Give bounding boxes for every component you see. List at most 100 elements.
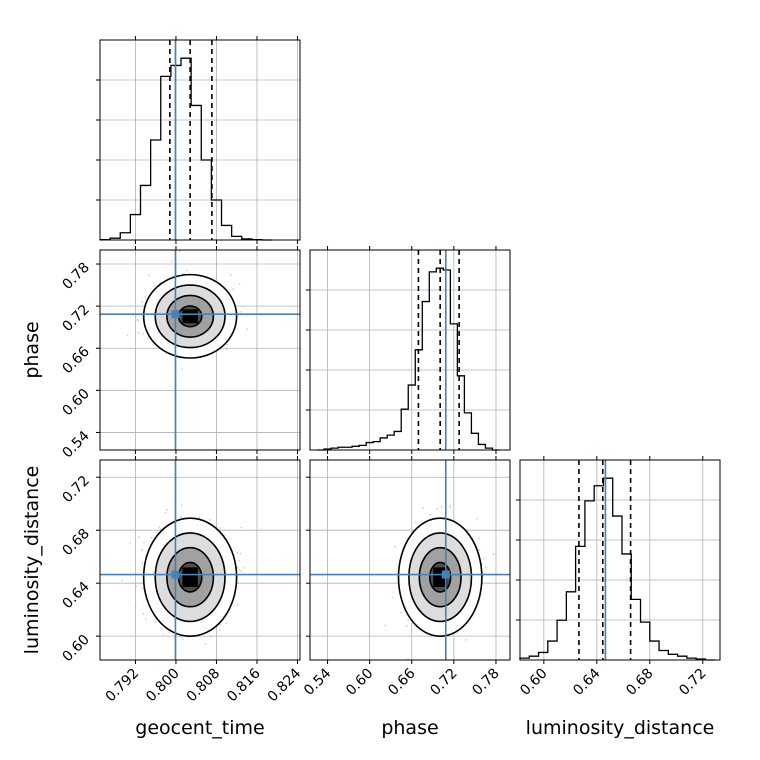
- scatter-point: [219, 623, 222, 626]
- scatter-point: [238, 283, 241, 285]
- panel-geocent_time-vs-luminosity_distance: [96, 456, 300, 664]
- scatter-point: [236, 551, 239, 554]
- scatter-point: [236, 604, 239, 606]
- panel-hist-phase: [306, 246, 510, 454]
- panel-frame-phase: [309, 249, 511, 451]
- xtick-label-luminosity_distance: 0.72: [676, 666, 709, 699]
- xlabel-phase: phase: [381, 717, 438, 739]
- scatter-point: [240, 570, 243, 572]
- scatter-point: [240, 526, 243, 529]
- density-peak: [182, 309, 198, 324]
- scatter-point: [153, 285, 156, 288]
- hist-step-luminosity_distance: [519, 477, 715, 661]
- xlabel-luminosity-distance: luminosity_distance: [526, 717, 715, 739]
- panel-frame-geocent_time: [99, 39, 301, 241]
- scatter-point: [145, 618, 147, 621]
- scatter-point: [181, 638, 184, 641]
- xtick-label-geocent_time: 0.792: [103, 666, 143, 706]
- scatter-point: [238, 569, 241, 571]
- scatter-point: [225, 622, 228, 625]
- scatter-point: [242, 567, 245, 569]
- scatter-point: [179, 516, 182, 519]
- scatter-point: [246, 328, 249, 331]
- scatter-point: [229, 273, 232, 276]
- ytick-label-phase: 0.60: [59, 386, 92, 419]
- contour-line: [142, 273, 238, 359]
- scatter-point: [137, 331, 140, 334]
- scatter-point: [129, 541, 132, 544]
- panel-frame-geocent_time-vs-luminosity_distance: [99, 459, 301, 661]
- xtick-label-geocent_time: 0.800: [143, 666, 183, 706]
- scatter-point: [405, 624, 408, 627]
- panel-geocent_time-vs-phase: [96, 246, 300, 454]
- scatter-point: [148, 274, 151, 276]
- contour-line: [408, 532, 473, 623]
- scatter-point: [422, 507, 424, 509]
- scatter-point: [440, 505, 443, 508]
- xtick-label-phase: 0.66: [385, 665, 418, 698]
- contour-line: [154, 532, 226, 623]
- scatter-point: [164, 511, 167, 514]
- scatter-point: [154, 621, 157, 623]
- scatter-point: [198, 516, 201, 518]
- scatter-point: [465, 638, 467, 641]
- scatter-point: [400, 611, 402, 614]
- scatter-point: [160, 627, 163, 630]
- joint-content-geocent_time-vs-luminosity_distance: [100, 460, 300, 660]
- scatter-point: [141, 333, 144, 335]
- contour-line: [418, 546, 462, 608]
- xtick-label-geocent_time: 0.824: [265, 665, 305, 705]
- scatter-point: [429, 514, 432, 517]
- scatter-point: [232, 288, 235, 290]
- scatter-point: [142, 588, 144, 591]
- xtick-label-luminosity_distance: 0.60: [517, 666, 550, 699]
- ytick-label-phase: 0.78: [59, 260, 92, 293]
- ytick-label-phase: 0.66: [59, 344, 92, 377]
- panel-frame-geocent_time-vs-phase: [99, 249, 301, 451]
- scatter-point: [394, 545, 396, 548]
- scatter-point: [138, 536, 140, 538]
- panel-hist-geocent_time: [96, 36, 300, 244]
- scatter-point: [239, 310, 242, 313]
- scatter-point: [226, 343, 229, 346]
- contour-line: [166, 294, 215, 338]
- scatter-point: [436, 508, 438, 510]
- contour-line: [154, 284, 226, 349]
- scatter-point: [236, 566, 239, 569]
- contour-line: [397, 517, 483, 638]
- scatter-point: [178, 250, 181, 253]
- scatter-point: [134, 605, 137, 608]
- scatter-point: [209, 635, 212, 638]
- joint-content-geocent_time-vs-phase: [100, 250, 300, 450]
- scatter-point: [158, 526, 161, 528]
- scatter-point: [204, 643, 207, 645]
- scatter-point: [219, 527, 222, 529]
- ylabel-phase: phase: [21, 321, 43, 378]
- scatter-point: [144, 296, 147, 298]
- panel-hist-luminosity_distance: [516, 456, 720, 664]
- truth-marker: [171, 570, 180, 579]
- scatter-point: [484, 566, 487, 569]
- xtick-label-geocent_time: 0.808: [184, 666, 224, 706]
- xtick-label-phase: 0.78: [469, 666, 502, 699]
- hist-step-geocent_time: [99, 57, 273, 241]
- joint-content-phase-vs-luminosity_distance: [310, 460, 510, 660]
- scatter-point: [143, 541, 145, 543]
- scatter-point: [478, 549, 481, 551]
- scatter-point: [141, 300, 144, 303]
- xtick-label-geocent_time: 0.816: [224, 665, 264, 705]
- scatter-point: [483, 557, 486, 560]
- xtick-label-phase: 0.72: [427, 666, 460, 699]
- scatter-point: [135, 585, 137, 588]
- xtick-label-phase: 0.60: [343, 666, 376, 699]
- panel-phase-vs-luminosity_distance: [306, 456, 510, 664]
- panel-frame-phase-vs-luminosity_distance: [309, 459, 511, 661]
- contour-line: [166, 546, 215, 608]
- scatter-point: [492, 553, 495, 556]
- ytick-label-luminosity_distance: 0.64: [59, 579, 92, 612]
- scatter-point: [159, 528, 162, 530]
- scatter-point: [180, 636, 183, 639]
- scatter-point: [478, 537, 480, 540]
- scatter-point: [136, 319, 139, 322]
